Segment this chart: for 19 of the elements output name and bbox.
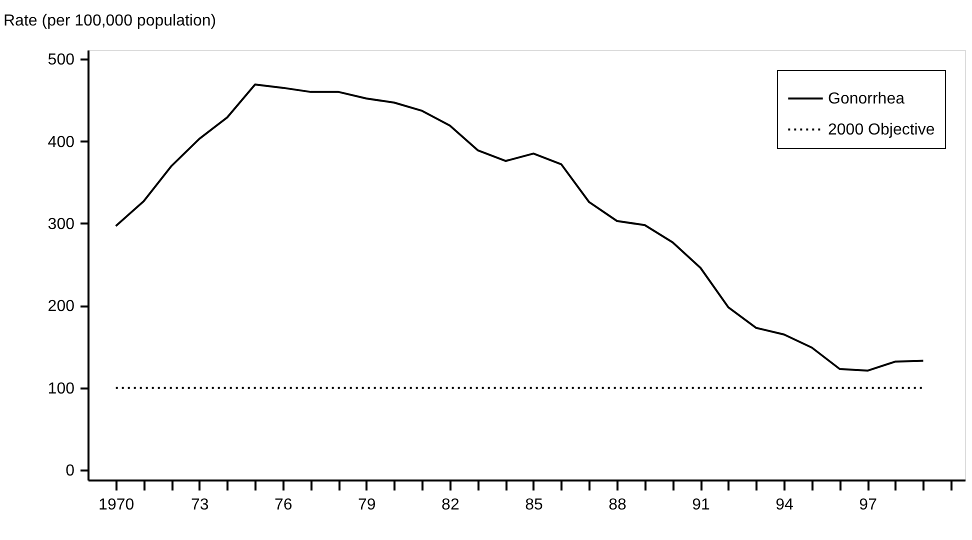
y-tick-label: 400 bbox=[48, 134, 75, 151]
x-tick-label: 94 bbox=[776, 496, 794, 514]
x-tick-label: 79 bbox=[358, 496, 376, 514]
x-tick-label: 91 bbox=[692, 496, 710, 514]
legend-label: 2000 Objective bbox=[828, 122, 935, 138]
y-tick-label: 100 bbox=[48, 380, 75, 398]
x-tick-label: 88 bbox=[608, 496, 626, 514]
y-tick-label: 0 bbox=[66, 462, 75, 480]
y-tick-label: 500 bbox=[48, 52, 75, 69]
x-tick-label: 1970 bbox=[98, 496, 134, 514]
x-tick-label: 76 bbox=[274, 496, 292, 514]
legend-label: Gonorrhea bbox=[828, 90, 905, 108]
y-axis-title: Rate (per 100,000 population) bbox=[4, 12, 216, 30]
y-tick-label: 300 bbox=[48, 216, 75, 233]
y-tick-label: 200 bbox=[48, 298, 75, 316]
x-tick-label: 82 bbox=[442, 496, 460, 514]
x-tick-label: 97 bbox=[859, 496, 878, 514]
x-tick-label: 73 bbox=[190, 496, 209, 514]
x-tick-label: 85 bbox=[525, 496, 543, 514]
